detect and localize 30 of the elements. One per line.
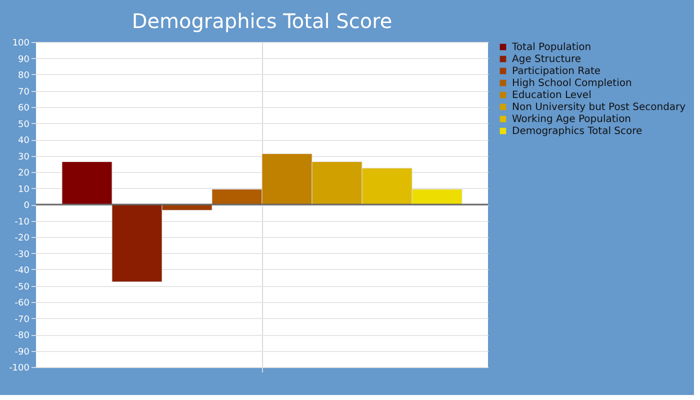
y-tick-label: -60	[14, 298, 30, 308]
y-tick-label: 10	[18, 184, 30, 195]
legend-label: Age Structure	[512, 54, 582, 65]
legend-label: Demographics Total Score	[512, 126, 642, 137]
legend-label: Total Population	[511, 42, 592, 53]
y-tick-label: -40	[14, 266, 30, 276]
y-tick-label: 80	[18, 71, 30, 81]
legend-label: Participation Rate	[512, 66, 601, 77]
y-tick-label: 30	[18, 152, 30, 162]
chart-title: Demographics Total Score	[132, 9, 392, 33]
y-tick-label: -30	[14, 250, 30, 260]
y-tick-label: -100	[9, 364, 30, 374]
y-tick-label: -20	[14, 234, 30, 244]
legend-label: Education Level	[512, 90, 592, 101]
y-tick-label: 0	[24, 201, 30, 211]
y-tick-label: 60	[18, 104, 30, 114]
y-tick-label: 20	[18, 168, 30, 178]
y-tick-label: 90	[18, 54, 30, 65]
y-tick-label: 70	[18, 87, 30, 98]
y-tick-label: -70	[14, 314, 30, 325]
legend-label: High School Completion	[512, 78, 632, 89]
legend-label: Non University but Post Secondary	[512, 102, 686, 113]
y-tick-label: -50	[14, 282, 30, 292]
y-tick-label: 40	[18, 136, 30, 146]
y-tick-label: -80	[14, 331, 30, 341]
y-tick-label: 50	[18, 120, 30, 130]
legend-label: Working Age Population	[512, 114, 632, 125]
y-tick-label: 100	[12, 38, 30, 48]
y-tick-label: -10	[14, 217, 30, 228]
y-tick-label: -90	[14, 347, 30, 358]
